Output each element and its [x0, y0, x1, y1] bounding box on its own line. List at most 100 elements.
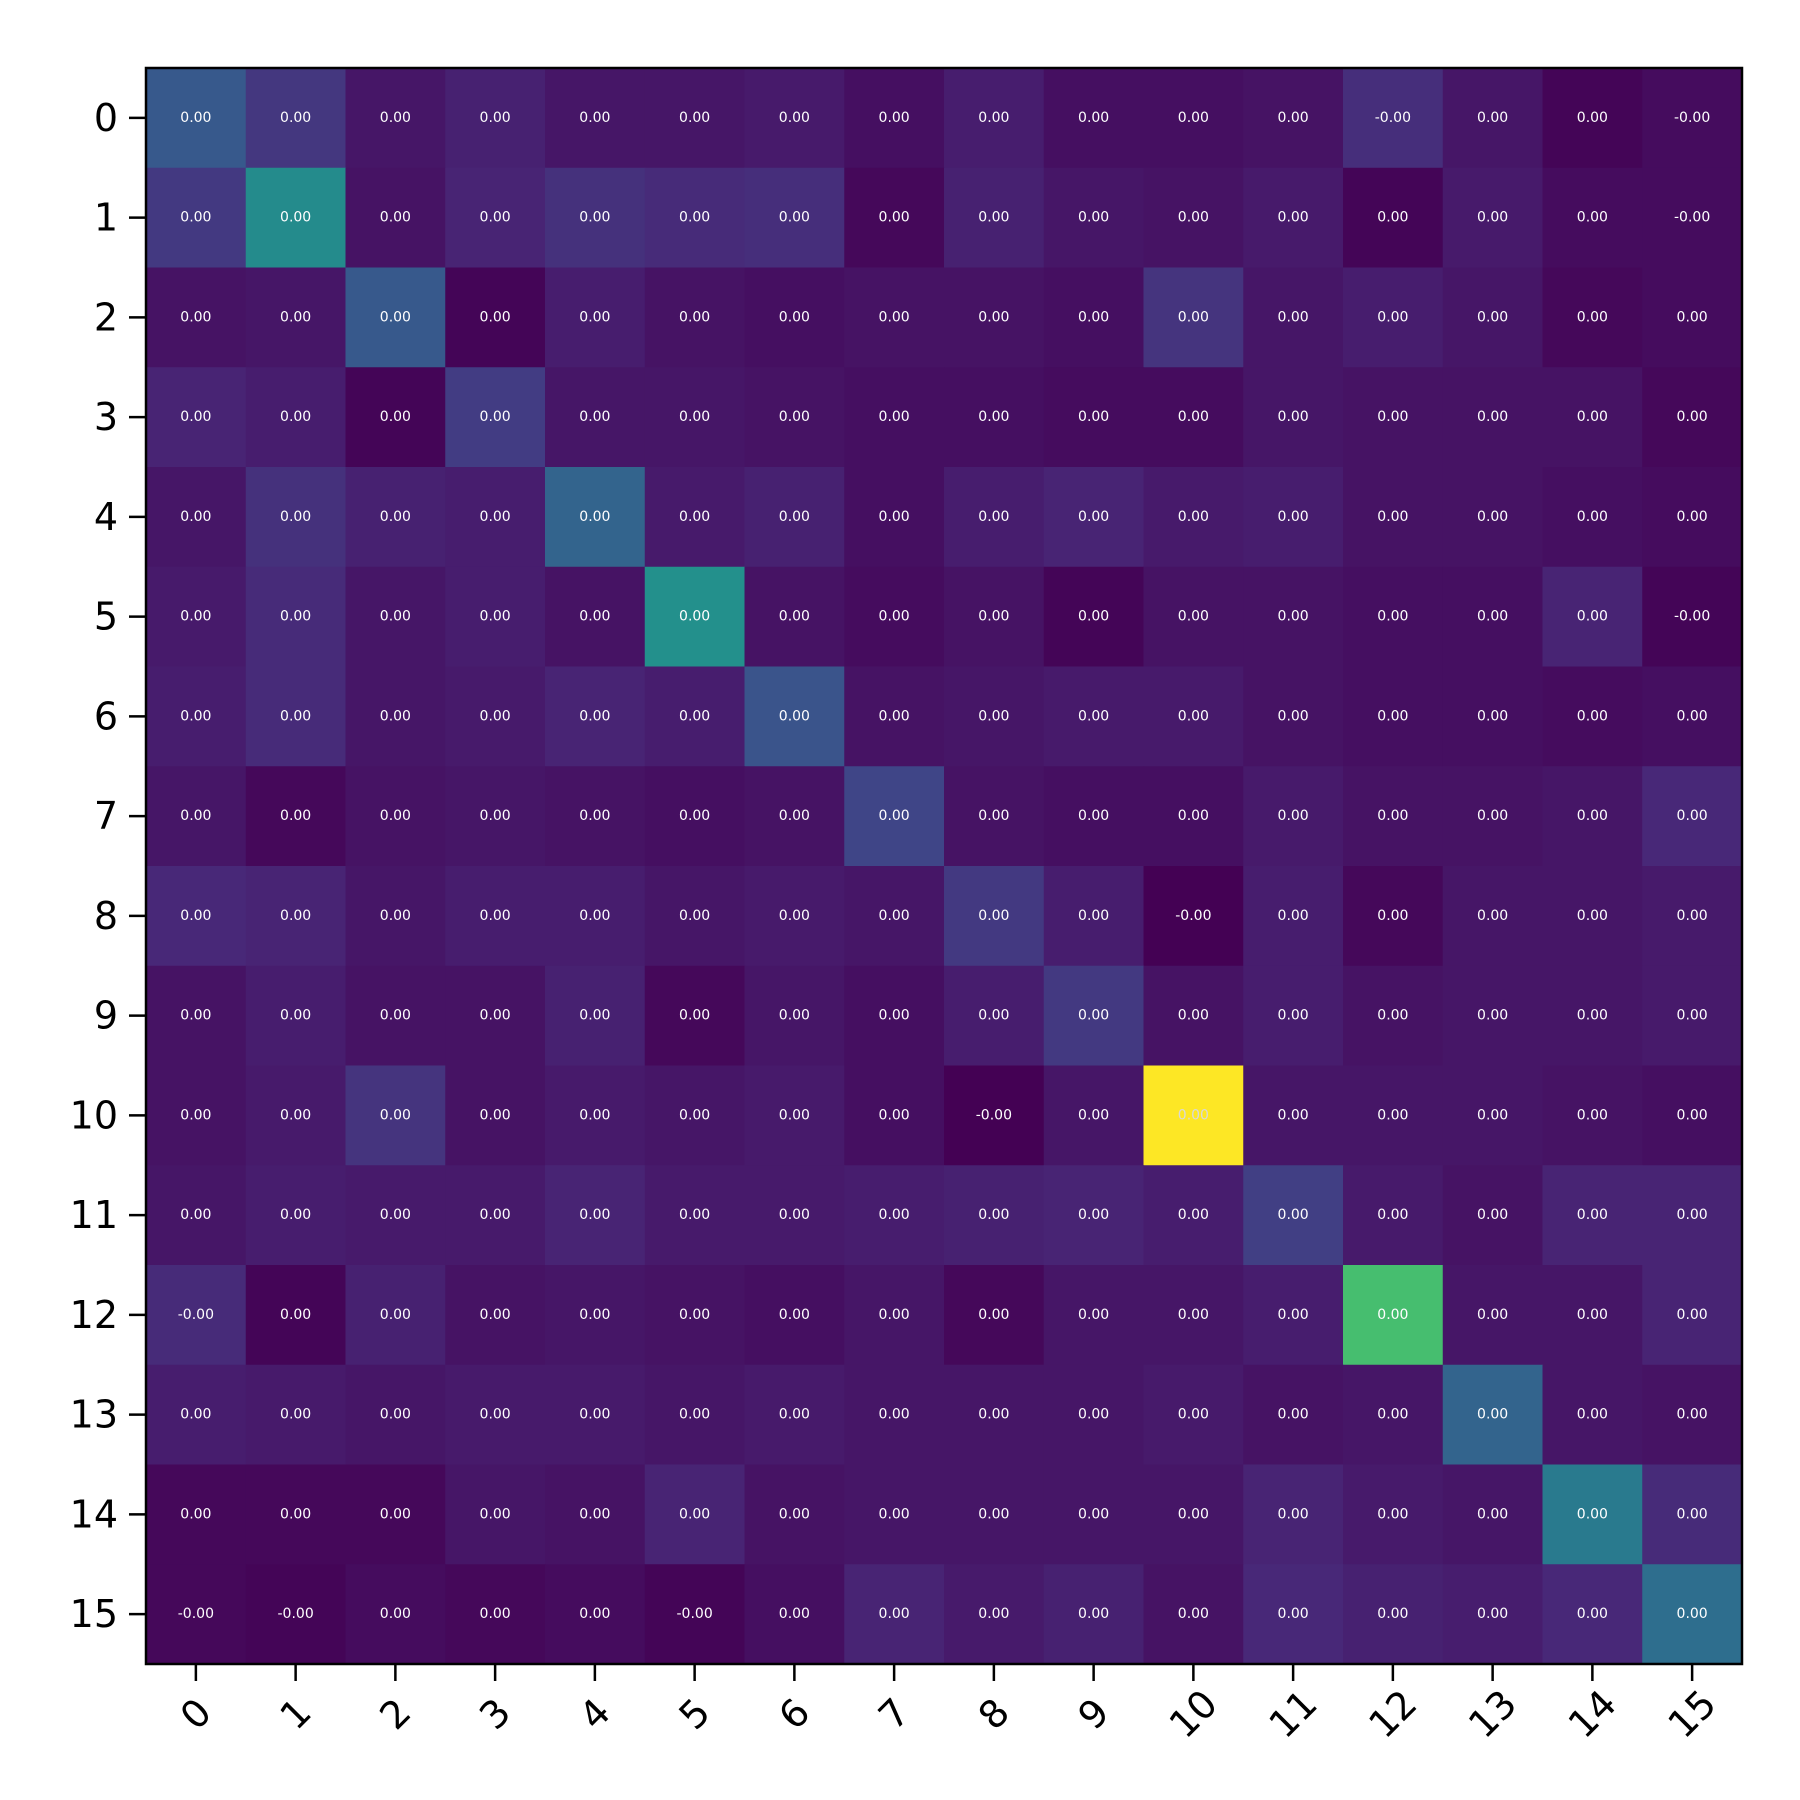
heatmap-cell: [744, 467, 845, 568]
heatmap-cell: [1243, 666, 1344, 767]
heatmap-cell: [944, 666, 1045, 767]
heatmap-cell: [644, 1464, 746, 1565]
cell-value-label: 0.00: [779, 110, 810, 126]
cell-value-label: 0.00: [779, 409, 810, 425]
heatmap-cell: [545, 1464, 646, 1565]
heatmap-cell: [1043, 68, 1145, 169]
cell-value-label: 0.00: [1178, 1107, 1209, 1123]
cell-value-label: -0.00: [278, 1606, 314, 1622]
heatmap-cell: [1442, 1564, 1544, 1665]
cell-value-label: 0.00: [1577, 509, 1608, 525]
heatmap-cell: [445, 1165, 546, 1266]
heatmap-cell: [1043, 1265, 1145, 1366]
cell-value-label: -0.00: [178, 1606, 214, 1622]
heatmap-cell: [1143, 1564, 1244, 1665]
cell-value-label: 0.00: [1078, 1107, 1109, 1123]
heatmap-cell: [545, 68, 646, 169]
cell-value-label: 0.00: [380, 210, 411, 226]
heatmap-cell: [1642, 1065, 1743, 1166]
cell-value-label: 0.00: [180, 110, 211, 126]
x-tick-label: 15: [1659, 1681, 1724, 1746]
cell-value-label: 0.00: [1078, 210, 1109, 226]
heatmap-cell: [844, 1564, 945, 1665]
cell-value-label: 0.00: [679, 808, 710, 824]
cell-value-label: 0.00: [679, 1008, 710, 1024]
y-tick-label: 9: [94, 994, 118, 1038]
cell-value-label: 0.00: [1677, 908, 1708, 924]
heatmap-cell: [844, 666, 945, 767]
cell-value-label: 0.00: [280, 609, 311, 625]
cell-value-label: 0.00: [779, 1008, 810, 1024]
cell-value-label: 0.00: [1078, 1207, 1109, 1223]
cell-value-label: 0.00: [180, 1506, 211, 1522]
y-tick-label: 7: [94, 794, 118, 838]
y-tick-label: 11: [70, 1193, 118, 1237]
heatmap-cell: [1143, 1065, 1244, 1166]
heatmap-cell: [146, 1265, 247, 1366]
heatmap-cell: [1542, 1564, 1643, 1665]
cell-value-label: 0.00: [879, 708, 910, 724]
cell-value-label: 0.00: [579, 1606, 610, 1622]
cell-value-label: 0.00: [1477, 1506, 1508, 1522]
x-tick-label: 10: [1161, 1681, 1226, 1746]
cell-value-label: 0.00: [579, 1207, 610, 1223]
cell-value-label: 0.00: [1178, 1207, 1209, 1223]
cell-value-label: 0.00: [1178, 1606, 1209, 1622]
heatmap-cell: [245, 68, 347, 169]
cell-value-label: 0.00: [779, 309, 810, 325]
y-tick-label: 0: [94, 96, 118, 140]
cell-value-label: 0.00: [978, 908, 1009, 924]
cell-value-label: -0.00: [976, 1107, 1012, 1123]
cell-value-label: 0.00: [180, 409, 211, 425]
heatmap-cell: [545, 467, 646, 568]
heatmap-cell: [245, 1265, 347, 1366]
cell-value-label: 0.00: [1078, 908, 1109, 924]
cell-value-label: 0.00: [679, 210, 710, 226]
cell-value-label: 0.00: [1477, 1107, 1508, 1123]
heatmap-cell: [644, 1564, 746, 1665]
cell-value-label: 0.00: [879, 309, 910, 325]
heatmap-cell: [1043, 1564, 1145, 1665]
cell-value-label: 0.00: [1078, 1307, 1109, 1323]
cell-value-label: 0.00: [1377, 1307, 1408, 1323]
heatmap-cell: [1043, 766, 1145, 867]
cell-value-label: 0.00: [1278, 110, 1309, 126]
heatmap-cell: [844, 866, 945, 967]
cell-value-label: 0.00: [1577, 210, 1608, 226]
cell-value-label: 0.00: [1477, 409, 1508, 425]
cell-value-label: 0.00: [579, 1008, 610, 1024]
heatmap-cell: [744, 965, 845, 1067]
cell-value-label: 0.00: [180, 1407, 211, 1423]
cell-value-label: 0.00: [779, 1407, 810, 1423]
heatmap-cell: [944, 1364, 1045, 1466]
cell-value-label: 0.00: [480, 808, 511, 824]
heatmap-cell: [1642, 965, 1743, 1067]
cell-value-label: 0.00: [1078, 609, 1109, 625]
heatmap-cell: [545, 965, 646, 1067]
cell-value-label: 0.00: [978, 1407, 1009, 1423]
cell-value-label: 0.00: [879, 1606, 910, 1622]
cell-value-label: 0.00: [779, 908, 810, 924]
heatmap-cell: [944, 1065, 1045, 1166]
heatmap-cell: [445, 866, 546, 967]
cell-value-label: 0.00: [1577, 1506, 1608, 1522]
cell-value-label: 0.00: [1078, 708, 1109, 724]
heatmap-cell: [844, 467, 945, 568]
heatmap-cell: [944, 1564, 1045, 1665]
cell-value-label: 0.00: [1677, 1506, 1708, 1522]
x-tick-label: 1: [272, 1690, 320, 1738]
heatmap-cell: [1143, 566, 1244, 668]
cell-value-label: 0.00: [879, 1107, 910, 1123]
cell-value-label: 0.00: [779, 808, 810, 824]
heatmap-cell: [1243, 467, 1344, 568]
heatmap-cell: [944, 866, 1045, 967]
heatmap-cell: [1143, 766, 1244, 867]
cell-value-label: 0.00: [1278, 409, 1309, 425]
heatmap-cell: [1143, 467, 1244, 568]
cell-value-label: 0.00: [1178, 708, 1209, 724]
cell-value-label: 0.00: [1477, 509, 1508, 525]
cell-value-label: 0.00: [1577, 609, 1608, 625]
cell-value-label: 0.00: [480, 609, 511, 625]
heatmap-cell: [345, 367, 446, 468]
